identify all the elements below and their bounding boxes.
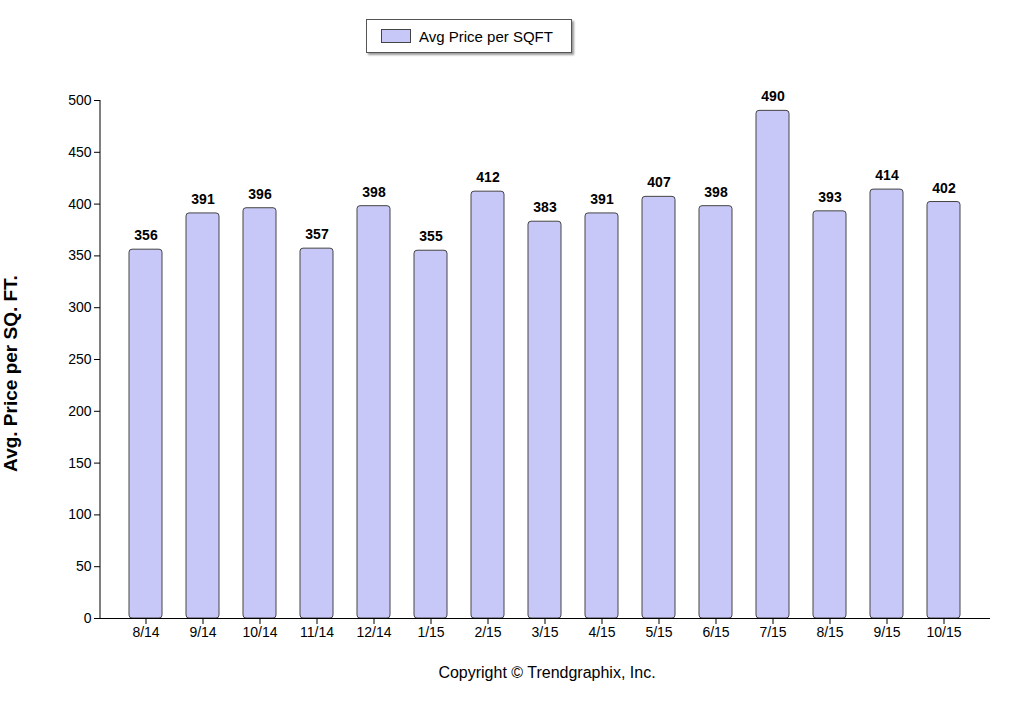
svg-text:11/14: 11/14	[300, 624, 334, 640]
svg-text:402: 402	[932, 180, 956, 196]
svg-text:150: 150	[68, 455, 92, 471]
svg-text:2/15: 2/15	[474, 624, 501, 640]
svg-text:50: 50	[76, 558, 92, 574]
html-text:Copyright © Trendgraphix, Inc.: Copyright © Trendgraphix, Inc.	[438, 664, 656, 681]
svg-text:490: 490	[761, 88, 785, 104]
svg-text:4/15: 4/15	[588, 624, 615, 640]
svg-text:450: 450	[68, 144, 92, 160]
svg-text:383: 383	[533, 199, 557, 215]
svg-text:407: 407	[647, 174, 671, 190]
svg-text:398: 398	[362, 184, 386, 200]
svg-text:412: 412	[476, 169, 500, 185]
svg-text:1/15: 1/15	[417, 624, 444, 640]
svg-text:0: 0	[84, 610, 92, 626]
html-text:Avg Price per SQFT: Avg Price per SQFT	[419, 27, 553, 45]
svg-text:391: 391	[191, 191, 215, 207]
svg-text:355: 355	[419, 228, 443, 244]
svg-text:250: 250	[68, 351, 92, 367]
svg-text:3/15: 3/15	[531, 624, 558, 640]
svg-text:200: 200	[68, 403, 92, 419]
svg-text:300: 300	[68, 299, 92, 315]
svg-text:350: 350	[68, 247, 92, 263]
svg-text:8/15: 8/15	[816, 624, 843, 640]
svg-text:500: 500	[68, 92, 92, 108]
svg-text:393: 393	[818, 189, 842, 205]
svg-text:396: 396	[248, 186, 272, 202]
svg-text:12/14: 12/14	[356, 624, 391, 640]
svg-text:10/14: 10/14	[242, 624, 277, 640]
svg-text:9/15: 9/15	[873, 624, 900, 640]
svg-text:10/15: 10/15	[926, 624, 961, 640]
svg-text:5/15: 5/15	[645, 624, 672, 640]
svg-text:100: 100	[68, 506, 92, 522]
svg-text:9/14: 9/14	[189, 624, 216, 640]
svg-text:400: 400	[68, 196, 92, 212]
svg-text:398: 398	[704, 184, 728, 200]
svg-text:7/15: 7/15	[759, 624, 786, 640]
svg-text:391: 391	[590, 191, 614, 207]
svg-text:8/14: 8/14	[132, 624, 159, 640]
svg-text:357: 357	[305, 226, 329, 242]
svg-text:356: 356	[134, 227, 158, 243]
svg-text:Avg. Price per SQ. FT.: Avg. Price per SQ. FT.	[0, 275, 21, 472]
svg-text:6/15: 6/15	[702, 624, 729, 640]
svg-text:414: 414	[875, 167, 899, 183]
